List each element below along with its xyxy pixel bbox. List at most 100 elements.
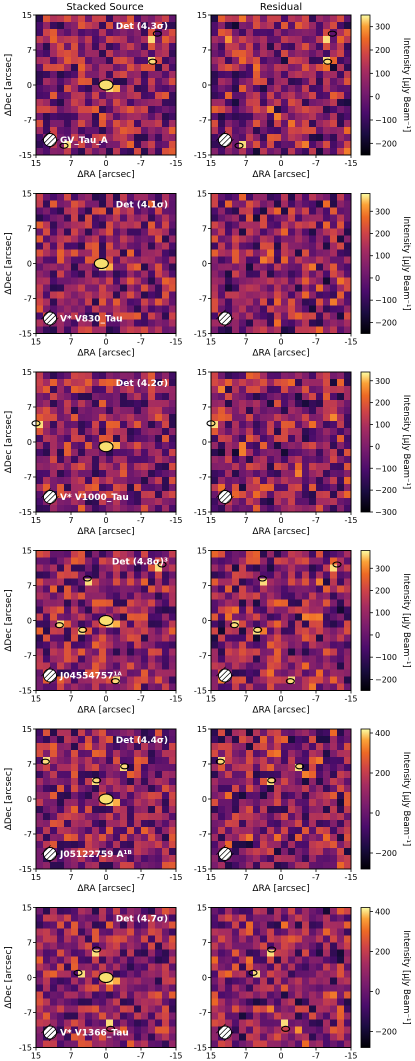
heatmap-cell xyxy=(113,1040,121,1048)
heatmap-cell xyxy=(50,92,58,100)
heatmap-cell xyxy=(148,386,156,394)
heatmap-cell xyxy=(323,627,331,635)
heatmap-cell xyxy=(316,655,324,663)
heatmap-cell xyxy=(274,214,282,222)
heatmap-cell xyxy=(85,669,93,677)
heatmap-cell xyxy=(260,221,268,229)
heatmap-cell xyxy=(148,977,156,985)
heatmap-cell xyxy=(330,71,338,79)
heatmap-cell xyxy=(71,729,79,737)
heatmap-cell xyxy=(155,557,163,565)
heatmap-cell xyxy=(330,319,338,327)
heatmap-cell xyxy=(211,221,219,229)
heatmap-cell xyxy=(43,592,51,600)
heatmap-cell xyxy=(316,379,324,387)
heatmap-cell xyxy=(92,449,100,457)
heatmap-cell xyxy=(281,435,289,443)
heatmap-cell xyxy=(36,729,44,737)
heatmap-cell xyxy=(344,648,352,656)
heatmap-cell xyxy=(85,284,93,292)
colorbar-tick-label: 300 xyxy=(375,207,390,216)
heatmap-cell xyxy=(64,505,72,513)
heatmap-cell xyxy=(162,400,170,408)
heatmap-cell xyxy=(141,29,149,37)
heatmap-cell xyxy=(246,235,254,243)
heatmap-cell xyxy=(274,449,282,457)
heatmap-cell xyxy=(92,71,100,79)
heatmap-cell xyxy=(309,729,317,737)
heatmap-cell xyxy=(64,984,72,992)
heatmap-cell xyxy=(78,557,86,565)
heatmap-cell xyxy=(232,557,240,565)
heatmap-cell xyxy=(218,743,226,751)
heatmap-cell xyxy=(295,22,303,30)
heatmap-cell xyxy=(267,43,275,51)
heatmap-cell xyxy=(316,907,324,915)
heatmap-cell xyxy=(302,855,310,863)
heatmap-cell xyxy=(225,407,233,415)
heatmap-cell xyxy=(36,606,44,614)
heatmap-cell xyxy=(134,207,142,215)
heatmap-cell xyxy=(281,764,289,772)
heatmap-cell xyxy=(232,736,240,744)
heatmap-cell xyxy=(71,435,79,443)
heatmap-cell xyxy=(127,834,135,842)
heatmap-cell xyxy=(323,148,331,156)
beam-hatch xyxy=(223,495,234,506)
heatmap-cell xyxy=(36,484,44,492)
detection-significance: Det (4.8σ)³ xyxy=(112,558,168,568)
heatmap-cell xyxy=(85,491,93,499)
heatmap-cell xyxy=(141,921,149,929)
heatmap-cell xyxy=(295,386,303,394)
heatmap-cell xyxy=(253,393,261,401)
heatmap-cell xyxy=(232,627,240,635)
heatmap-cell xyxy=(57,379,65,387)
heatmap-cell xyxy=(225,662,233,670)
detection-contour xyxy=(82,575,92,582)
heatmap-cell xyxy=(99,449,107,457)
heatmap-cell xyxy=(267,85,275,93)
heatmap-cell xyxy=(295,326,303,334)
heatmap-cell xyxy=(253,827,261,835)
heatmap-cell xyxy=(253,386,261,394)
heatmap-cell xyxy=(274,676,282,684)
heatmap-cell xyxy=(141,764,149,772)
heatmap-cell xyxy=(267,305,275,313)
heatmap-cell xyxy=(71,284,79,292)
heatmap-cell xyxy=(134,778,142,786)
heatmap-cell xyxy=(71,491,79,499)
heatmap-cell xyxy=(295,855,303,863)
heatmap-cell xyxy=(106,778,114,786)
heatmap-cell xyxy=(323,449,331,457)
heatmap-cell xyxy=(260,200,268,208)
heatmap-cell xyxy=(134,655,142,663)
heatmap-cell xyxy=(323,676,331,684)
heatmap-cell xyxy=(155,564,163,572)
heatmap-cell xyxy=(330,855,338,863)
heatmap-cell xyxy=(239,127,247,135)
heatmap-cell xyxy=(344,228,352,236)
heatmap-cell xyxy=(267,421,275,429)
heatmap-cell xyxy=(211,249,219,257)
heatmap-cell xyxy=(344,256,352,264)
heatmap-cell xyxy=(99,400,107,408)
heatmap-cell xyxy=(127,907,135,915)
heatmap-cell xyxy=(288,491,296,499)
heatmap-cell xyxy=(148,277,156,285)
heatmap-cell xyxy=(99,484,107,492)
heatmap-cell xyxy=(169,792,177,800)
heatmap-cell xyxy=(274,442,282,450)
heatmap-cell xyxy=(344,806,352,814)
beam-hatch xyxy=(221,314,232,325)
heatmap-cell xyxy=(323,914,331,922)
heatmap-cell xyxy=(246,106,254,114)
heatmap-cell xyxy=(337,757,345,765)
heatmap-cell xyxy=(295,15,303,23)
heatmap-cell xyxy=(295,599,303,607)
heatmap-cell xyxy=(134,435,142,443)
heatmap-cell xyxy=(162,372,170,380)
heatmap-cell xyxy=(113,827,121,835)
heatmap-cell xyxy=(302,57,310,65)
heatmap-cell xyxy=(106,928,114,936)
heatmap-cell xyxy=(302,550,310,558)
